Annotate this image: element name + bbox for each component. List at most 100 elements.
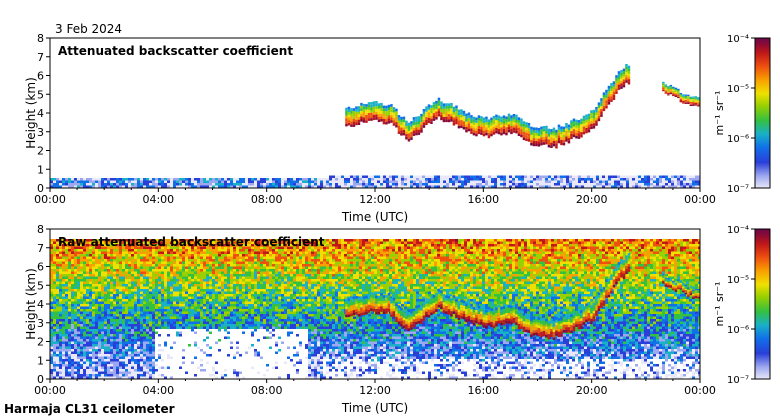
heatmap-cell: [680, 183, 683, 186]
heatmap-cell: [221, 244, 224, 247]
heatmap-cell: [317, 183, 320, 186]
heatmap-cell: [143, 239, 146, 242]
heatmap-cell: [125, 371, 128, 374]
heatmap-cell: [167, 178, 170, 181]
heatmap-cell: [479, 175, 482, 178]
cloud-cell: [694, 101, 698, 103]
heatmap-cell: [146, 178, 149, 181]
heatmap-cell: [200, 251, 203, 254]
cloud-cell: [674, 89, 678, 91]
heatmap-cell: [146, 306, 149, 309]
heatmap-cell: [125, 180, 128, 183]
heatmap-cell: [107, 326, 110, 329]
heatmap-cell: [203, 183, 206, 186]
heatmap-cell: [224, 261, 227, 264]
heatmap-cell: [125, 366, 128, 369]
cloud-cell: [385, 113, 388, 117]
heatmap-cell: [128, 349, 131, 352]
cloud-cell: [470, 123, 473, 126]
heatmap-cell: [71, 341, 74, 344]
heatmap-cell: [167, 239, 170, 242]
heatmap-cell: [233, 279, 236, 282]
heatmap-cell: [137, 344, 140, 347]
heatmap-cell: [68, 178, 71, 181]
cloud-cell: [572, 123, 576, 127]
heatmap-cell: [239, 178, 242, 181]
heatmap-cell: [122, 279, 125, 282]
heatmap-cell: [146, 311, 149, 314]
heatmap-cell: [230, 244, 233, 247]
heatmap-cell: [686, 178, 689, 181]
heatmap-cell: [77, 279, 80, 282]
heatmap-cell: [233, 274, 236, 277]
heatmap-cell: [122, 316, 125, 319]
heatmap-cell: [155, 244, 158, 247]
cloud-cell: [542, 131, 546, 134]
heatmap-cell: [185, 261, 188, 264]
cloud-cell: [697, 102, 700, 104]
heatmap-cell: [98, 339, 101, 342]
heatmap-cell: [107, 180, 110, 183]
heatmap-cell: [80, 279, 83, 282]
heatmap-cell: [170, 311, 173, 314]
heatmap-cell: [152, 366, 155, 369]
heatmap-cell: [203, 239, 206, 242]
heatmap-cell: [218, 271, 221, 274]
heatmap-cell: [593, 178, 596, 181]
heatmap-cell: [137, 296, 140, 299]
heatmap-cell: [209, 246, 212, 249]
heatmap-cell: [86, 354, 89, 357]
heatmap-cell: [185, 291, 188, 294]
heatmap-cell: [224, 178, 227, 181]
heatmap-cell: [209, 289, 212, 292]
cloud-cell: [462, 126, 466, 130]
heatmap-cell: [215, 266, 218, 269]
heatmap-cell: [134, 341, 137, 344]
heatmap-cell: [227, 183, 230, 186]
cloud-cell: [672, 88, 675, 90]
heatmap-cell: [74, 251, 77, 254]
heatmap-cell: [74, 369, 77, 372]
heatmap-cell: [107, 261, 110, 264]
cloud-cell: [477, 120, 481, 124]
heatmap-cell: [119, 281, 122, 284]
heatmap-cell: [95, 294, 98, 297]
heatmap-cell: [191, 261, 194, 264]
heatmap-cell: [131, 364, 134, 367]
heatmap-cell: [206, 244, 209, 247]
cloud-cell: [694, 98, 698, 101]
heatmap-cell: [125, 178, 128, 181]
heatmap-cell: [89, 341, 92, 344]
heatmap-cell: [413, 180, 416, 183]
heatmap-cell: [128, 299, 131, 302]
cloud-cell: [667, 92, 670, 95]
heatmap-cell: [206, 314, 209, 317]
heatmap-cell: [95, 251, 98, 254]
heatmap-cell: [410, 175, 413, 178]
heatmap-cell: [122, 299, 125, 302]
heatmap-cell: [119, 304, 122, 307]
heatmap-cell: [134, 364, 137, 367]
heatmap-cell: [164, 251, 167, 254]
heatmap-cell: [212, 374, 215, 377]
heatmap-cell: [329, 175, 332, 178]
heatmap-cell: [122, 329, 125, 332]
heatmap-cell: [65, 316, 68, 319]
heatmap-cell: [254, 180, 257, 183]
heatmap-cell: [80, 274, 83, 277]
heatmap-cell: [335, 178, 338, 181]
heatmap-cell: [80, 281, 83, 284]
cloud-cell: [475, 120, 478, 123]
heatmap-cell: [77, 185, 80, 188]
heatmap-cell: [614, 175, 617, 178]
cloud-cell: [375, 111, 378, 115]
heatmap-cell: [380, 175, 383, 178]
heatmap-cell: [98, 291, 101, 294]
cloud-cell: [505, 129, 508, 133]
heatmap-cell: [413, 185, 416, 188]
cloud-cell: [577, 136, 581, 139]
cloud-cell: [537, 138, 541, 142]
heatmap-cell: [50, 354, 53, 357]
cloud-cell: [380, 118, 383, 122]
cloud-cell: [355, 117, 358, 120]
